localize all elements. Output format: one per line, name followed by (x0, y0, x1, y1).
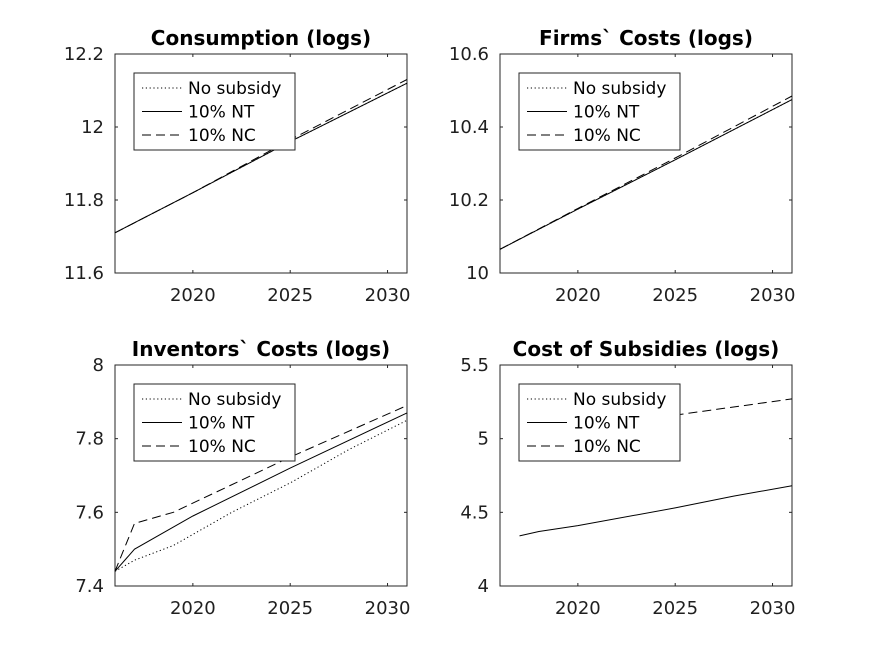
y-tick-label: 12 (81, 117, 104, 138)
x-tick-label: 2020 (170, 285, 216, 306)
series-line-3 (114, 405, 408, 572)
legend-label: 10% NC (573, 126, 641, 146)
y-tick-label: 11.6 (64, 263, 104, 284)
chart-title: Consumption (logs) (151, 26, 371, 50)
legend: No subsidy 10% NT 10% NC (133, 383, 296, 462)
legend-label: No subsidy (188, 79, 281, 99)
chart-title: Cost of Subsidies (logs) (513, 337, 780, 361)
y-tick-label: 11.8 (64, 190, 104, 211)
series-line-3 (499, 95, 793, 250)
y-tick-label: 5 (478, 429, 489, 450)
x-tick-label: 2030 (750, 285, 796, 306)
legend-label: 10% NC (188, 126, 256, 146)
legend-label: No subsidy (573, 79, 666, 99)
y-tick-label: 7.6 (75, 502, 104, 523)
y-tick-label: 10.6 (449, 44, 489, 65)
y-tick-label: 4 (478, 576, 489, 597)
x-tick-label: 2030 (750, 598, 796, 619)
x-tick-label: 2025 (652, 598, 698, 619)
series-line-2 (114, 412, 408, 572)
y-tick-label: 7.4 (75, 576, 104, 597)
x-tick-label: 2025 (652, 285, 698, 306)
x-tick-label: 2030 (365, 598, 411, 619)
legend-label: No subsidy (573, 390, 666, 410)
y-tick-label: 10.4 (449, 117, 489, 138)
y-tick-label: 7.8 (75, 429, 104, 450)
y-tick-label: 10 (466, 263, 489, 284)
legend: No subsidy 10% NT 10% NC (133, 72, 296, 151)
x-tick-label: 2020 (170, 598, 216, 619)
x-tick-label: 2030 (365, 285, 411, 306)
chart-panel-4: Cost of Subsidies (logs) 2020 2025 2030 4 4.5… (460, 337, 795, 619)
legend-label: 10% NC (573, 437, 641, 457)
chart-panel-2: Firms` Costs (logs) 2020 2025 2030 10 10.2 10.… (449, 26, 796, 306)
legend-label: 10% NT (188, 414, 255, 434)
legend-label: 10% NC (188, 437, 256, 457)
chart-title: Firms` Costs (logs) (539, 26, 753, 50)
legend-label: 10% NT (573, 103, 640, 123)
legend-label: No subsidy (188, 390, 281, 410)
y-tick-label: 4.5 (460, 502, 489, 523)
y-tick-label: 10.2 (449, 190, 489, 211)
series-line-2 (519, 485, 793, 537)
x-tick-label: 2025 (267, 598, 313, 619)
chart-panel-1: Consumption (logs) 2020 2025 2030 11.6 11.8 12… (64, 26, 411, 306)
series-line-3 (114, 79, 408, 234)
chart-title: Inventors` Costs (logs) (132, 337, 390, 361)
legend-label: 10% NT (188, 103, 255, 123)
x-tick-label: 2020 (555, 285, 601, 306)
y-tick-label: 5.5 (460, 355, 489, 376)
x-tick-label: 2025 (267, 285, 313, 306)
chart-panel-3: Inventors` Costs (logs) 2020 2025 2030 7.4 7.… (75, 337, 410, 619)
legend: No subsidy 10% NT 10% NC (518, 72, 681, 151)
y-tick-label: 12.2 (64, 44, 104, 65)
legend: No subsidy 10% NT 10% NC (518, 383, 681, 462)
x-tick-label: 2020 (555, 598, 601, 619)
legend-label: 10% NT (573, 414, 640, 434)
y-tick-label: 8 (93, 355, 104, 376)
